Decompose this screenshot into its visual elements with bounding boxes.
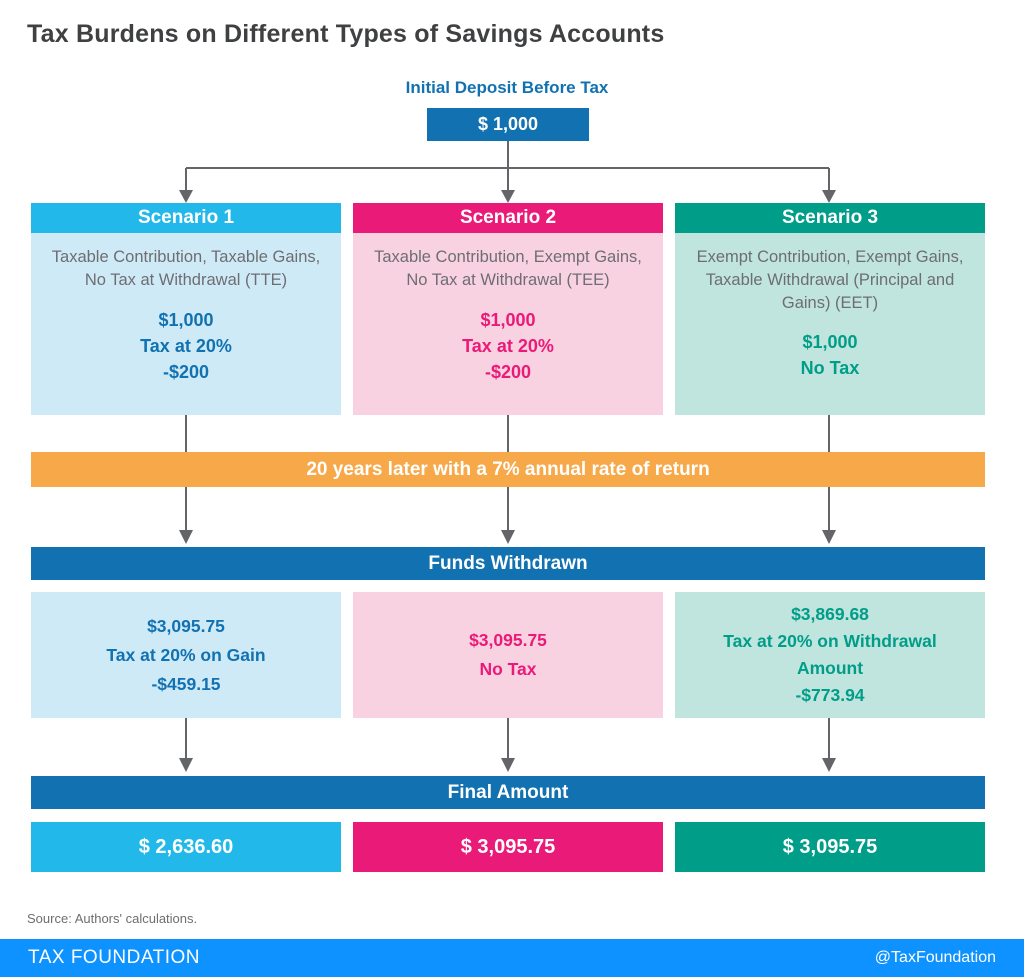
scenario-2-withdrawal-box: $3,095.75 No Tax [353, 592, 663, 718]
scenario-1-final-amount: $ 2,636.60 [31, 822, 341, 872]
scenario-1-withdrawal-deduction: -$459.15 [151, 673, 221, 694]
scenario-2-description: Taxable Contribution, Exempt Gains, No T… [374, 248, 642, 289]
scenario-2-deposit-lines: $1,000 Tax at 20% -$200 [353, 307, 663, 385]
final-amount-banner: Final Amount [31, 776, 985, 809]
scenario-3-withdrawal-amount: $3,869.68 [791, 604, 869, 624]
scenario-3-final-amount: $ 3,095.75 [675, 822, 985, 872]
scenario-2-withdrawal-tax: No Tax [479, 659, 537, 679]
scenario-1-deposit-lines: $1,000 Tax at 20% -$200 [31, 307, 341, 385]
scenario-2-deposit-tax: Tax at 20% [462, 335, 554, 356]
source-note: Source: Authors' calculations. [27, 911, 198, 926]
twitter-handle: @TaxFoundation [874, 949, 996, 966]
scenario-1-description: Taxable Contribution, Taxable Gains, No … [51, 248, 321, 289]
scenario-1-deposit-amount: $1,000 [158, 309, 214, 330]
scenario-3-header: Scenario 3 [675, 203, 985, 233]
brand-logo: TAX FOUNDATION [28, 947, 201, 968]
scenario-2-header: Scenario 2 [353, 203, 663, 233]
scenario-2-final-amount: $ 3,095.75 [353, 822, 663, 872]
scenario-1-body: Taxable Contribution, Taxable Gains, No … [31, 233, 341, 415]
scenario-2-withdrawal-amount: $3,095.75 [469, 630, 547, 650]
scenario-3-withdrawal-box: $3,869.68 Tax at 20% on Withdrawal Amoun… [675, 592, 985, 718]
scenario-2-body: Taxable Contribution, Exempt Gains, No T… [353, 233, 663, 415]
scenario-1-withdrawal-tax: Tax at 20% on Gain [106, 644, 266, 665]
scenario-3-withdrawal-tax: Tax at 20% on Withdrawal Amount [723, 631, 937, 678]
funds-withdrawn-banner: Funds Withdrawn [31, 547, 985, 580]
scenario-2-deposit-deduction: -$200 [484, 361, 532, 382]
scenario-3-body: Exempt Contribution, Exempt Gains, Taxab… [675, 233, 985, 415]
growth-banner: 20 years later with a 7% annual rate of … [31, 452, 985, 487]
scenario-1-header: Scenario 1 [31, 203, 341, 233]
scenario-2-deposit-amount: $1,000 [480, 309, 536, 330]
footer-bar: TAX FOUNDATION @TaxFoundation [0, 939, 1024, 977]
page-title: Tax Burdens on Different Types of Saving… [27, 20, 665, 48]
scenario-3-deposit-lines: $1,000 No Tax [675, 329, 985, 381]
scenario-3-deposit-amount: $1,000 [802, 332, 858, 353]
scenario-3-withdrawal-deduction: -$773.94 [795, 685, 865, 705]
initial-deposit-amount-box: $ 1,000 [427, 108, 589, 141]
scenario-1-deposit-deduction: -$200 [162, 361, 210, 382]
scenario-1-deposit-tax: Tax at 20% [140, 335, 232, 356]
initial-deposit-label: Initial Deposit Before Tax [405, 78, 609, 97]
scenario-3-description: Exempt Contribution, Exempt Gains, Taxab… [696, 248, 964, 312]
scenario-1-withdrawal-amount: $3,095.75 [147, 615, 225, 636]
scenario-1-withdrawal-box: $3,095.75 Tax at 20% on Gain -$459.15 [31, 592, 341, 718]
scenario-3-deposit-tax: No Tax [800, 358, 860, 379]
